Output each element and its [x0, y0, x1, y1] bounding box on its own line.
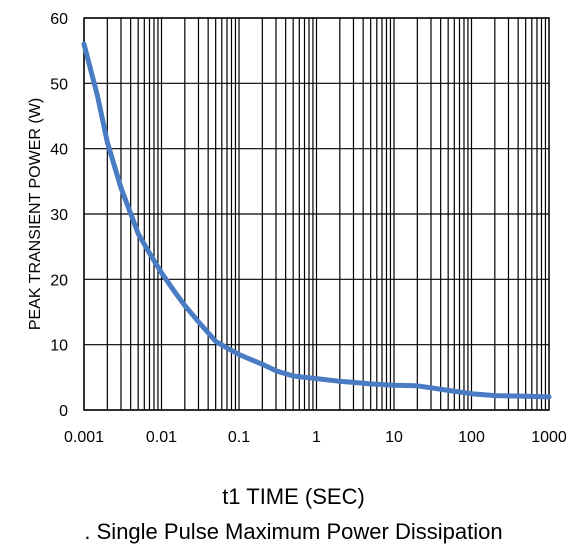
figure-caption: . Single Pulse Maximum Power Dissipation [84, 519, 503, 544]
y-tick-label: 40 [50, 142, 68, 159]
plot-border [83, 17, 550, 411]
x-tick-label: 0.001 [64, 429, 104, 446]
power-dissipation-chart: 0 10 20 30 40 50 60 0.001 0.01 0.1 1 10 100 1000 PEA… [27, 11, 567, 446]
power-curve-line [81, 41, 552, 400]
y-tick-labels: 0 10 20 30 40 50 60 [50, 11, 68, 420]
x-tick-labels: 0.001 0.01 0.1 1 10 100 1000 [64, 429, 567, 446]
y-tick-label: 50 [50, 76, 68, 93]
y-tick-label: 20 [50, 272, 68, 289]
grid-lines [83, 17, 549, 411]
plot-frame [83, 17, 550, 411]
x-tick-label: 100 [458, 429, 485, 446]
y-tick-label: 30 [50, 207, 68, 224]
x-tick-label: 10 [385, 429, 403, 446]
y-tick-label: 10 [50, 338, 68, 355]
y-tick-label: 60 [50, 11, 68, 28]
x-tick-label: 0.1 [228, 429, 250, 446]
series-group [81, 41, 552, 400]
x-tick-label: 1000 [531, 429, 567, 446]
x-axis-label: t1 TIME (SEC) [222, 484, 365, 509]
x-tick-label: 0.01 [146, 429, 177, 446]
x-tick-label: 1 [312, 429, 321, 446]
y-axis-label: PEAK TRANSIENT POWER (W) [27, 98, 44, 330]
y-tick-label: 0 [59, 403, 68, 420]
